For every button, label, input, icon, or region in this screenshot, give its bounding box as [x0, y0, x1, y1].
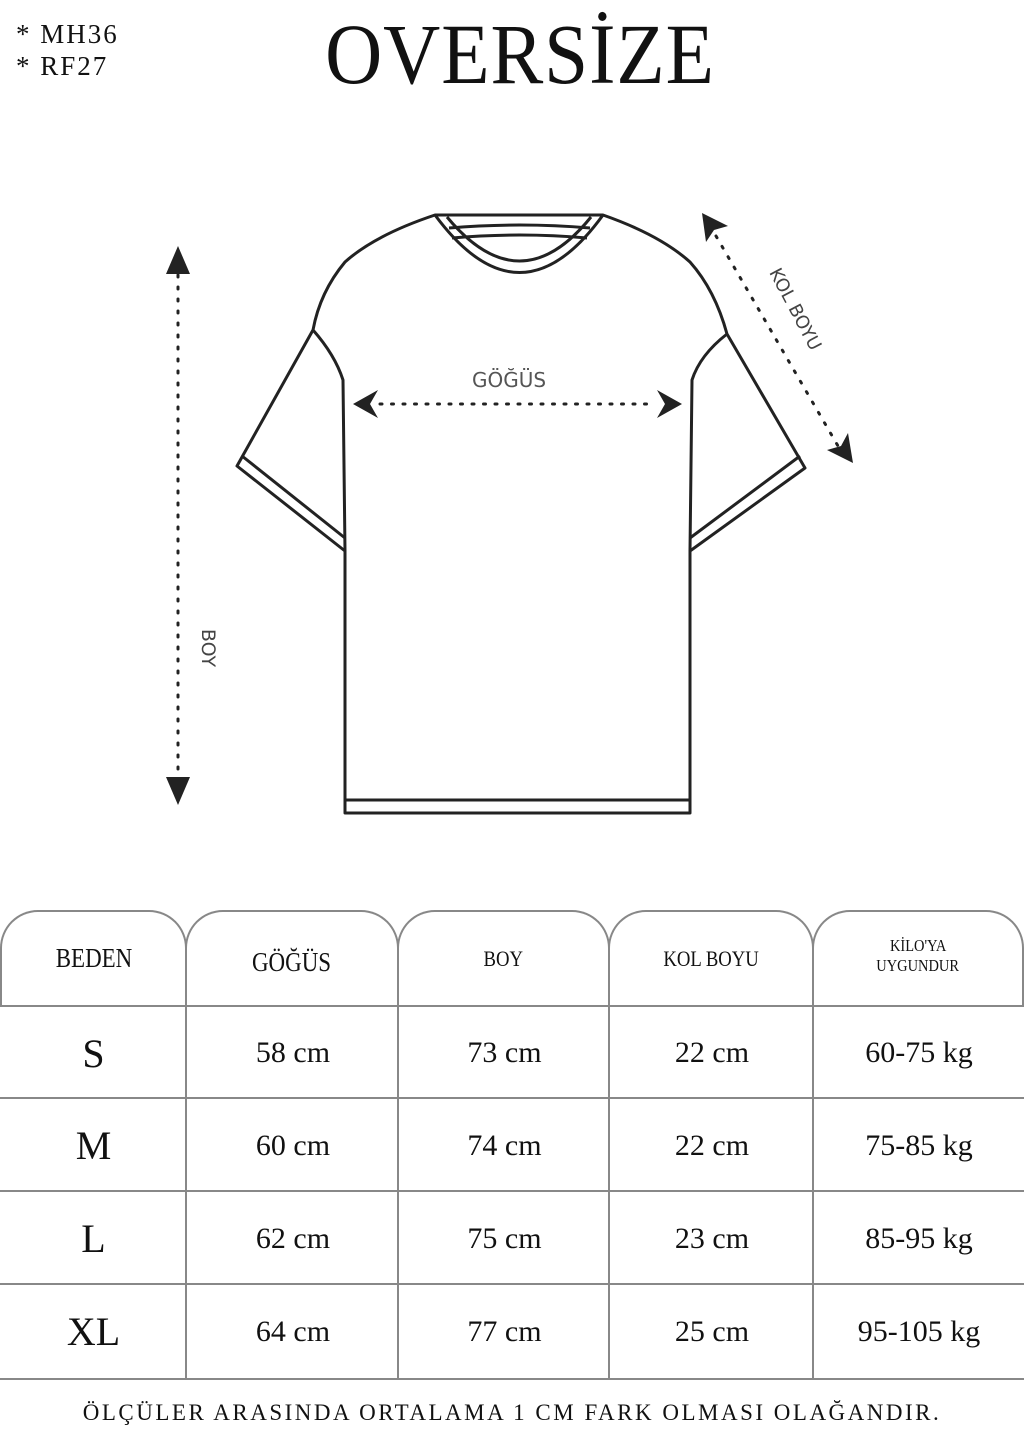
cell-weight: 75-85 kg — [812, 1099, 1024, 1192]
footer-note: ÖLÇÜLER ARASINDA ORTALAMA 1 CM FARK OLMA… — [82, 1400, 942, 1425]
table-row: S 58 cm 73 cm 22 cm 60-75 kg — [0, 1005, 1024, 1099]
sleeve-label: KOL BOYU — [764, 265, 825, 354]
cell-weight: 95-105 kg — [812, 1285, 1024, 1378]
cell-chest: 60 cm — [185, 1099, 399, 1192]
cell-sleeve: 25 cm — [608, 1285, 814, 1378]
tshirt-diagram: BOY GÖĞÜS KOL BOYU — [166, 213, 853, 815]
header-chest: GÖĞÜS — [185, 910, 399, 1005]
cell-length: 74 cm — [397, 1099, 610, 1192]
cell-sleeve: 23 cm — [608, 1192, 814, 1285]
table-row: M 60 cm 74 cm 22 cm 75-85 kg — [0, 1097, 1024, 1192]
header-sleeve: KOL BOYU — [608, 910, 814, 1005]
header-length: BOY — [397, 910, 610, 1005]
length-arrow — [166, 246, 190, 805]
tshirt-outline — [235, 213, 807, 815]
size-table: BEDEN GÖĞÜS BOY KOL BOYU KİLO'YA UYGUNDU… — [0, 908, 1024, 1380]
cell-length: 77 cm — [397, 1285, 610, 1378]
chest-label: GÖĞÜS — [472, 368, 546, 392]
cell-size: XL — [66, 1309, 121, 1354]
cell-chest: 58 cm — [185, 1007, 399, 1099]
product-codes: * MH36 * RF27 — [16, 18, 119, 82]
header-size: BEDEN — [0, 910, 187, 1005]
cell-chest: 62 cm — [185, 1192, 399, 1285]
code-line: * RF27 — [16, 51, 109, 81]
cell-length: 73 cm — [397, 1007, 610, 1099]
cell-size: M — [75, 1123, 112, 1168]
sleeve-arrow — [702, 213, 853, 463]
table-row: XL 64 cm 77 cm 25 cm 95-105 kg — [0, 1283, 1024, 1380]
code-line: * MH36 — [16, 19, 119, 49]
cell-length: 75 cm — [397, 1192, 610, 1285]
cell-sleeve: 22 cm — [608, 1099, 814, 1192]
cell-weight: 85-95 kg — [812, 1192, 1024, 1285]
table-row: L 62 cm 75 cm 23 cm 85-95 kg — [0, 1190, 1024, 1285]
cell-chest: 64 cm — [185, 1285, 399, 1378]
length-label: BOY — [197, 629, 219, 668]
cell-size: L — [81, 1216, 106, 1261]
cell-weight: 60-75 kg — [812, 1007, 1024, 1099]
header-weight: KİLO'YA UYGUNDUR — [812, 910, 1024, 1005]
cell-sleeve: 22 cm — [608, 1007, 814, 1099]
chest-arrow — [353, 390, 682, 418]
page-title: OVERSİZE — [325, 6, 715, 102]
cell-size: S — [82, 1030, 105, 1076]
